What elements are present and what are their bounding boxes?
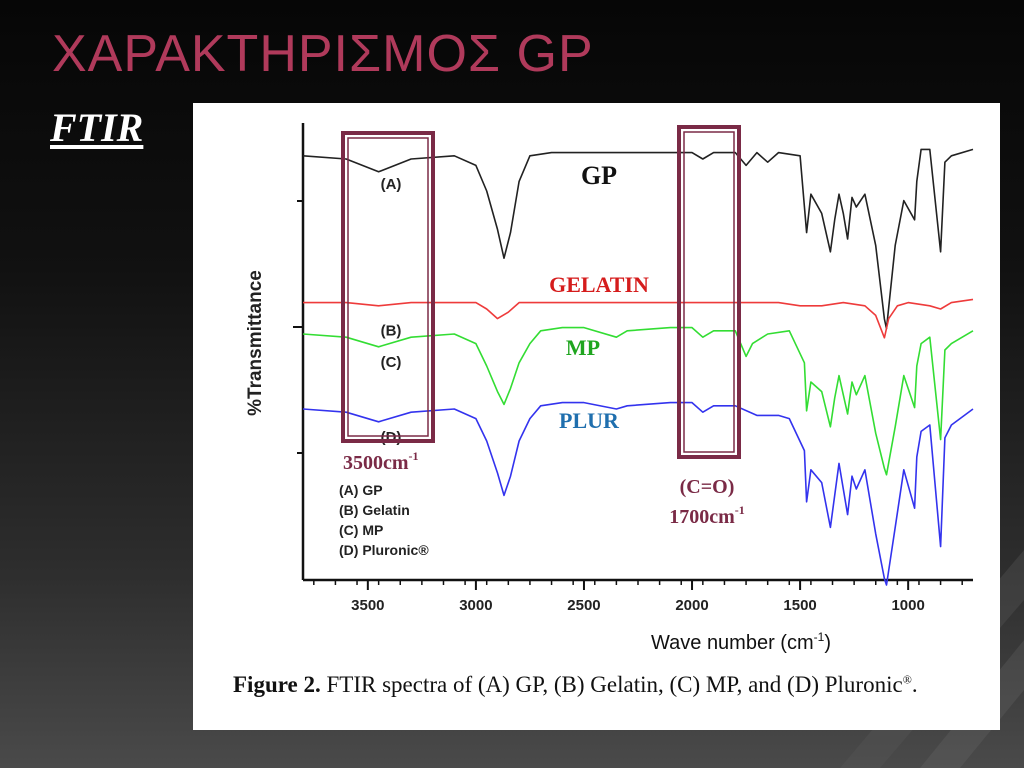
- series-line-gelatin: [303, 298, 974, 339]
- series-line-mp: [302, 326, 974, 476]
- x-tick-label-3000: 3000: [459, 597, 492, 614]
- x-tick-label-2000: 2000: [675, 597, 708, 614]
- series-tag-gp: (A): [381, 176, 402, 193]
- series-tags: (A) (B) (C) (D): [381, 176, 402, 446]
- slide-subtitle: FTIR: [50, 105, 144, 150]
- x-tick-label-1500: 1500: [783, 597, 816, 614]
- series-name-mp: MP: [566, 335, 600, 360]
- figure-panel: 3500 3000 2500 2000 1500 1000 Wave number (cm…: [193, 103, 1000, 730]
- band-1700-box: [677, 125, 741, 459]
- series-names: GP GELATIN MP PLUR: [549, 161, 649, 433]
- figure-caption: Figure 2. FTIR spectra of (A) GP, (B) Ge…: [233, 672, 918, 697]
- series-name-plur: PLUR: [559, 408, 620, 433]
- ftir-chart: 3500 3000 2500 2000 1500 1000 Wave number (cm…: [245, 123, 974, 654]
- y-axis-ticks: [293, 200, 303, 454]
- band-3500-box: [341, 131, 435, 443]
- series-tag-gelatin: (B): [381, 323, 402, 340]
- series-name-gp: GP: [581, 161, 617, 190]
- band-1700-highlight: (C=O) 1700cm-1: [669, 125, 745, 528]
- band-1700-label: 1700cm-1: [669, 503, 745, 528]
- band-3500-box-inner: [347, 137, 429, 437]
- series-lines: [302, 148, 974, 586]
- band-1700-box-inner: [683, 131, 735, 453]
- legend: (A) GP (B) Gelatin (C) MP (D) Pluronic®: [339, 482, 429, 558]
- x-axis-ticks: 3500 3000 2500 2000 1500 1000: [313, 580, 963, 614]
- x-axis-label: Wave number (cm-1): [651, 630, 831, 654]
- legend-item-2: (C) MP: [339, 522, 383, 538]
- legend-item-1: (B) Gelatin: [339, 502, 410, 518]
- x-tick-label-2500: 2500: [567, 597, 600, 614]
- y-axis-label: %Transmittance: [245, 270, 266, 416]
- series-name-gelatin: GELATIN: [549, 272, 649, 297]
- series-tag-plur: (D): [381, 429, 402, 446]
- band-1700-bond-label: (C=O): [680, 476, 735, 498]
- series-tag-mp: (C): [381, 354, 402, 371]
- band-3500-label: 3500cm-1: [343, 449, 419, 474]
- legend-item-3: (D) Pluronic®: [339, 542, 429, 558]
- x-tick-label-1000: 1000: [891, 597, 924, 614]
- series-line-plur: [302, 401, 974, 586]
- slide-title: ΧΑΡΑΚΤΗΡΙΣΜΟΣ GP: [52, 25, 594, 83]
- legend-item-0: (A) GP: [339, 482, 383, 498]
- series-line-gp: [302, 148, 974, 330]
- band-3500-highlight: 3500cm-1: [341, 131, 435, 474]
- x-tick-label-3500: 3500: [351, 597, 384, 614]
